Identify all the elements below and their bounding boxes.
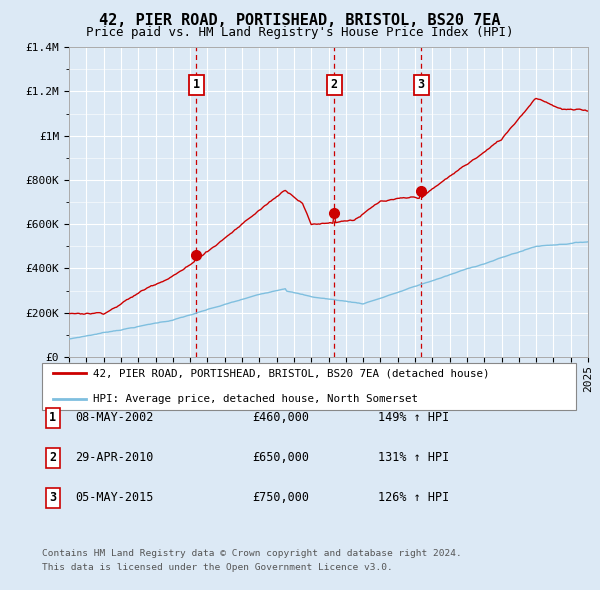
Text: £750,000: £750,000 bbox=[252, 491, 309, 504]
Text: 08-MAY-2002: 08-MAY-2002 bbox=[75, 411, 154, 424]
Text: £460,000: £460,000 bbox=[252, 411, 309, 424]
Text: 42, PIER ROAD, PORTISHEAD, BRISTOL, BS20 7EA (detached house): 42, PIER ROAD, PORTISHEAD, BRISTOL, BS20… bbox=[93, 369, 490, 378]
Text: £650,000: £650,000 bbox=[252, 451, 309, 464]
Text: Contains HM Land Registry data © Crown copyright and database right 2024.: Contains HM Land Registry data © Crown c… bbox=[42, 549, 462, 558]
Text: 1: 1 bbox=[49, 411, 56, 424]
Text: 29-APR-2010: 29-APR-2010 bbox=[75, 451, 154, 464]
Text: 05-MAY-2015: 05-MAY-2015 bbox=[75, 491, 154, 504]
Text: 126% ↑ HPI: 126% ↑ HPI bbox=[378, 491, 449, 504]
Text: This data is licensed under the Open Government Licence v3.0.: This data is licensed under the Open Gov… bbox=[42, 563, 393, 572]
Text: HPI: Average price, detached house, North Somerset: HPI: Average price, detached house, Nort… bbox=[93, 395, 418, 404]
Text: 2: 2 bbox=[331, 78, 338, 91]
Text: 131% ↑ HPI: 131% ↑ HPI bbox=[378, 451, 449, 464]
Text: 3: 3 bbox=[418, 78, 425, 91]
Text: 2: 2 bbox=[49, 451, 56, 464]
Text: 1: 1 bbox=[193, 78, 200, 91]
Text: 42, PIER ROAD, PORTISHEAD, BRISTOL, BS20 7EA: 42, PIER ROAD, PORTISHEAD, BRISTOL, BS20… bbox=[99, 13, 501, 28]
Text: 3: 3 bbox=[49, 491, 56, 504]
Text: Price paid vs. HM Land Registry's House Price Index (HPI): Price paid vs. HM Land Registry's House … bbox=[86, 26, 514, 39]
Text: 149% ↑ HPI: 149% ↑ HPI bbox=[378, 411, 449, 424]
